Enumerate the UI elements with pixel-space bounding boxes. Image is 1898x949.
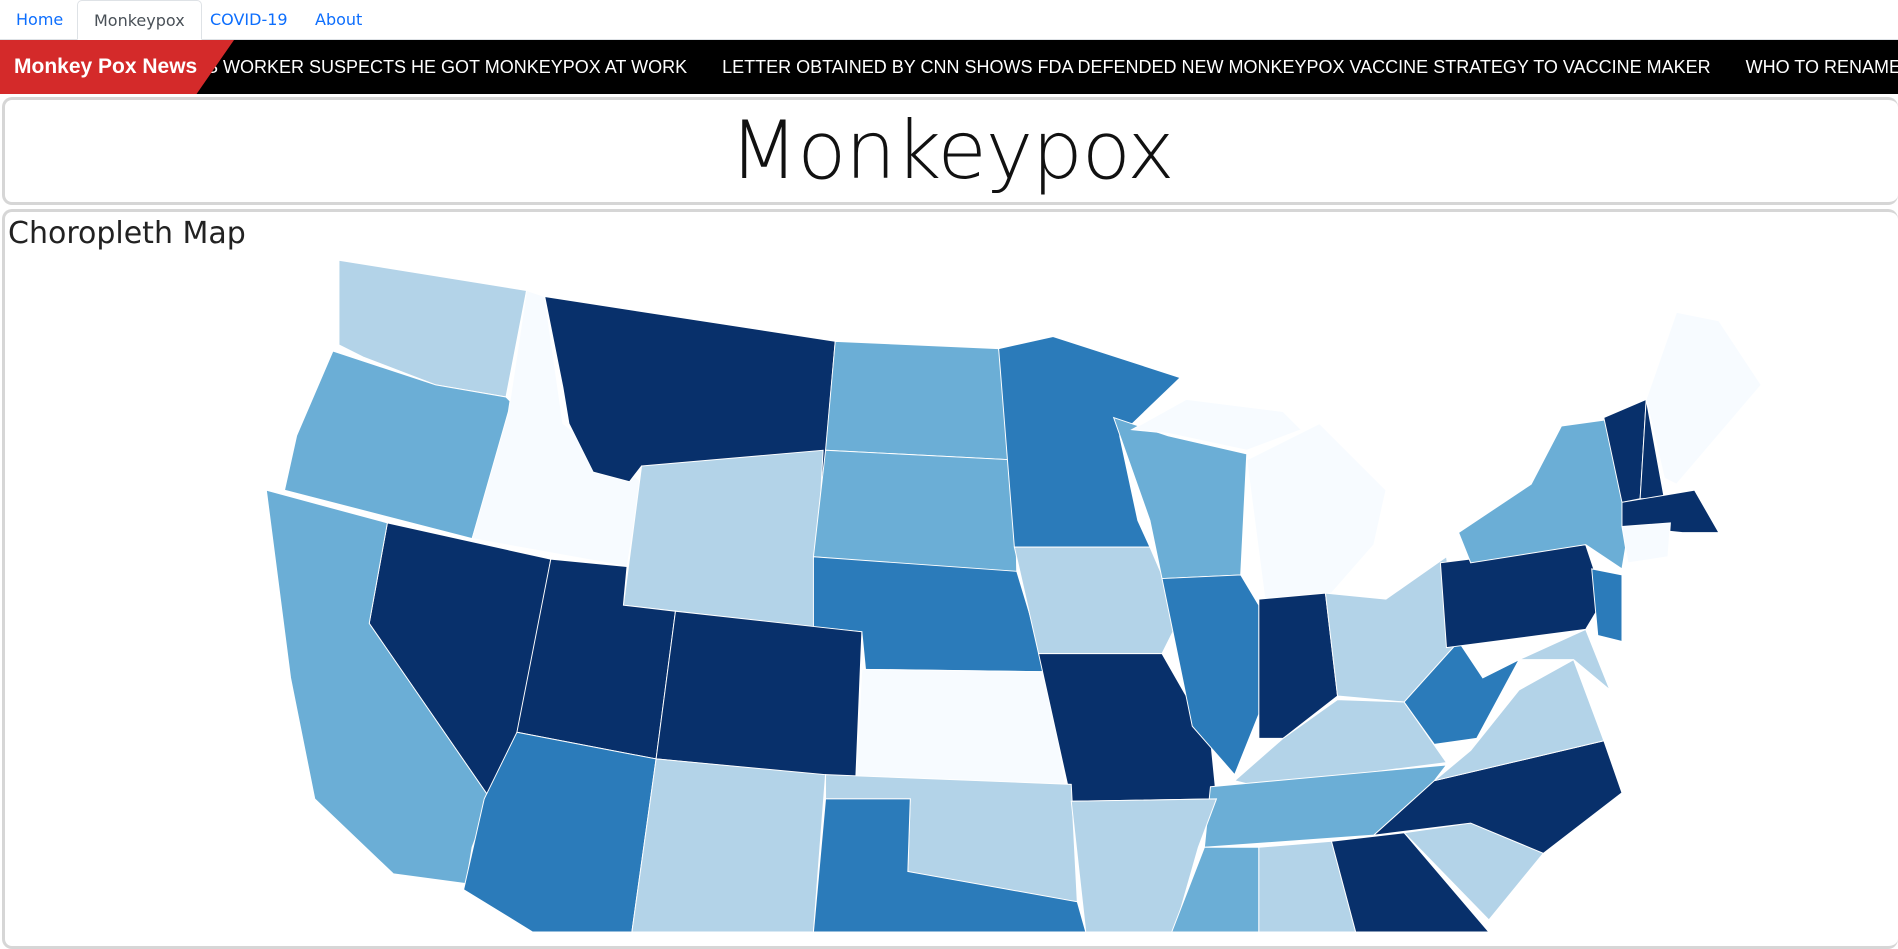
nav-tab[interactable]: Home [16,10,64,29]
states [265,259,1762,932]
state[interactable] [812,449,1018,576]
state[interactable] [631,758,827,932]
state[interactable] [1130,398,1303,451]
headline[interactable]: WHO TO RENAME MONKEYPOX TO AVOI [1745,57,1898,77]
state[interactable] [1246,423,1387,600]
nav-bar: Home Monkeypox COVID-19 About [0,0,1898,40]
state[interactable] [1258,592,1339,739]
state[interactable] [1434,658,1605,782]
state[interactable] [1171,846,1260,932]
state[interactable] [855,668,1066,785]
state[interactable] [825,340,1015,461]
nav-tab[interactable]: Monkeypox [77,0,202,40]
state[interactable] [622,449,824,628]
news-ticker: Monkey Pox News S WORKER SUSPECTS HE GOT… [0,40,1898,94]
title-card: Monkeypox [2,97,1898,205]
nav-tab[interactable]: COVID-19 [210,10,288,29]
state[interactable] [812,798,1087,932]
state[interactable] [1330,832,1490,932]
section-heading: Choropleth Map [8,216,246,251]
nav-tab[interactable]: About [315,10,363,29]
headline[interactable]: S WORKER SUSPECTS HE GOT MONKEYPOX AT WO… [206,57,688,77]
state[interactable] [1037,653,1218,802]
state[interactable] [1070,798,1218,932]
ticker-label: Monkey Pox News [0,40,234,94]
state[interactable] [1591,568,1623,643]
state[interactable] [1518,628,1611,691]
page-title: Monkeypox [729,104,1174,197]
state[interactable] [1621,489,1720,534]
state[interactable] [655,610,863,779]
state[interactable] [1258,840,1357,932]
ticker-items: S WORKER SUSPECTS HE GOT MONKEYPOX AT WO… [206,40,1898,94]
headline[interactable]: LETTER OBTAINED BY CNN SHOWS FDA DEFENDE… [722,57,1711,77]
state[interactable] [1645,311,1762,485]
state[interactable] [1013,546,1181,655]
map-card: Choropleth Map [2,209,1898,949]
state[interactable] [1621,522,1671,564]
state[interactable] [1457,417,1629,570]
